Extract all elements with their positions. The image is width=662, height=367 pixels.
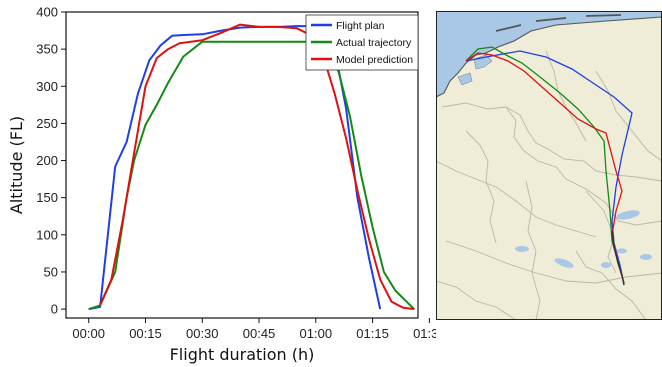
x-axis-title: Flight duration (h): [170, 345, 315, 364]
y-tick-label: 200: [36, 153, 58, 168]
x-tick-label: 00:00: [72, 326, 105, 341]
series-layer: [88, 23, 415, 311]
map-estuary: [457, 54, 493, 86]
y-tick-label: 300: [36, 79, 58, 94]
legend: Flight plan Actual trajectory Model predic…: [305, 14, 419, 71]
x-tick-label: 00:30: [186, 326, 219, 341]
trajectory-map: [436, 11, 662, 320]
map-sea: [436, 11, 662, 97]
map-coastline: [436, 16, 662, 98]
x-tick-label: 00:45: [243, 326, 276, 341]
legend-label: Flight plan: [336, 20, 385, 32]
map-islands: [495, 14, 622, 32]
y-tick-label: 100: [36, 227, 58, 242]
y-tick-label: 350: [36, 42, 58, 57]
map-route-model: [465, 52, 625, 284]
x-tick-label: 01:15: [356, 326, 389, 341]
legend-label: Model prediction: [336, 54, 413, 66]
x-tick-label: 00:15: [129, 326, 162, 341]
map-land: [436, 11, 662, 320]
map-route-overlap: [611, 230, 625, 286]
y-tick-label: 250: [36, 116, 58, 131]
y-tick-label: 150: [36, 190, 58, 205]
x-tick-label: 01:30: [413, 326, 436, 341]
map-lakes: [515, 210, 652, 268]
series-line-1: [88, 40, 415, 311]
altitude-chart: 0 50 100 150 200 250 300 350 400 00:00 00:15 00:30 0…: [7, 5, 436, 365]
series-line-2: [99, 23, 415, 311]
map-borders: [436, 50, 662, 320]
x-tick-label: 01:00: [300, 326, 333, 341]
legend-label: Actual trajectory: [336, 37, 412, 49]
y-tick-label: 50: [44, 264, 58, 279]
y-tick-label: 400: [36, 5, 58, 20]
plot-frame: [65, 11, 419, 319]
tick-layer: 0 50 100 150 200 250 300 350 400 00:00 00:15 00:30 0…: [36, 5, 436, 342]
map-route-actual: [465, 46, 625, 284]
y-tick-label: 0: [51, 302, 58, 317]
y-axis-title: Altitude (FL): [7, 116, 26, 214]
